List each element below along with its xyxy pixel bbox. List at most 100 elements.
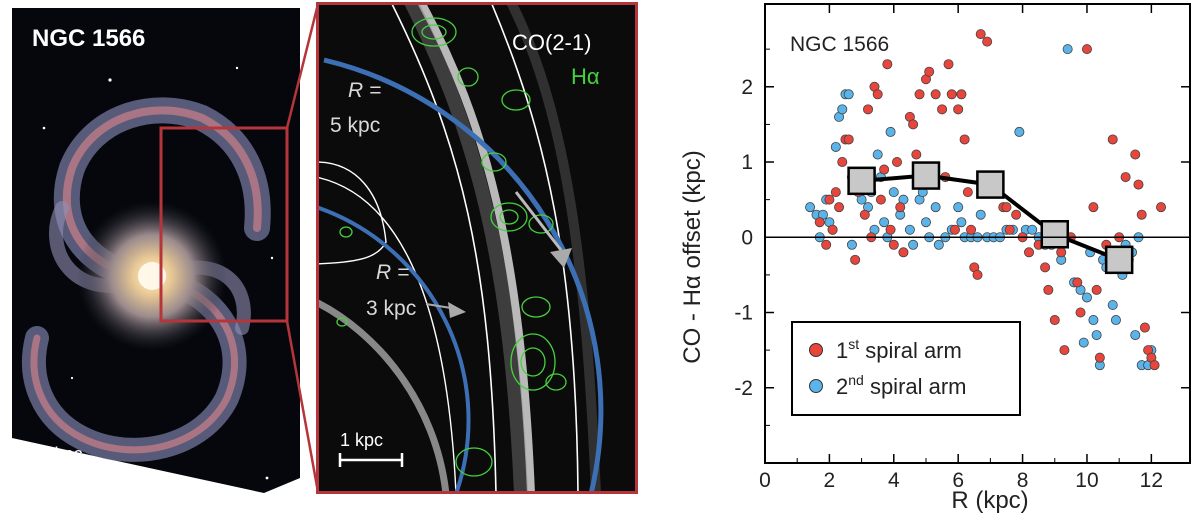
point-second-arm bbox=[933, 239, 944, 250]
point-first-arm bbox=[875, 194, 886, 205]
point-second-arm bbox=[1091, 330, 1102, 341]
point-first-arm bbox=[830, 187, 841, 198]
point-first-arm bbox=[824, 194, 835, 205]
x-axis-label: R (kpc) bbox=[951, 487, 1028, 514]
point-first-arm bbox=[872, 89, 883, 100]
point-first-arm bbox=[859, 209, 870, 220]
point-first-arm bbox=[1043, 284, 1054, 295]
x-tick-label: 2 bbox=[824, 469, 836, 492]
zoom-panel: CO(2-1) Hα R = 5 kpc R = 3 kpc 1 kpc bbox=[316, 2, 638, 494]
legend-marker-second-arm bbox=[809, 379, 823, 393]
point-first-arm bbox=[1004, 224, 1015, 235]
point-second-arm bbox=[1081, 292, 1092, 303]
point-second-arm bbox=[930, 202, 941, 213]
point-first-arm bbox=[834, 202, 845, 213]
point-first-arm bbox=[892, 157, 903, 168]
point-second-arm bbox=[1130, 330, 1141, 341]
mean-marker bbox=[1040, 220, 1070, 249]
point-second-arm bbox=[1027, 224, 1038, 235]
point-first-arm bbox=[1024, 247, 1035, 258]
point-first-arm bbox=[1072, 277, 1083, 288]
mean-marker bbox=[1104, 245, 1134, 275]
ring-5kpc-value: 5 kpc bbox=[330, 114, 380, 137]
point-first-arm bbox=[1088, 202, 1099, 213]
point-second-arm bbox=[872, 149, 883, 160]
point-first-arm bbox=[821, 239, 832, 250]
point-first-arm bbox=[1149, 360, 1160, 371]
point-second-arm bbox=[1088, 315, 1099, 326]
ring-5kpc-r-label: R = bbox=[348, 79, 381, 102]
point-first-arm bbox=[1139, 322, 1150, 333]
point-second-arm bbox=[1078, 337, 1089, 348]
point-first-arm bbox=[1056, 247, 1067, 258]
halpha-contours bbox=[336, 17, 567, 477]
chart-panel: 0 2 4 6 8 10 12 -2 -1 0 1 2 NGC 1566 R (kpc) CO - H… bbox=[660, 0, 1200, 525]
point-second-arm bbox=[908, 239, 919, 250]
point-first-arm bbox=[1075, 307, 1086, 318]
point-first-arm bbox=[914, 89, 925, 100]
point-second-arm bbox=[837, 104, 848, 115]
legend-box bbox=[791, 321, 1021, 416]
point-first-arm bbox=[879, 164, 890, 175]
point-first-arm bbox=[843, 134, 854, 145]
point-first-arm bbox=[1107, 134, 1118, 145]
point-second-arm bbox=[975, 209, 986, 220]
point-first-arm bbox=[972, 269, 983, 280]
point-first-arm bbox=[943, 59, 954, 70]
point-first-arm bbox=[837, 157, 848, 168]
point-first-arm bbox=[827, 224, 838, 235]
y-tick-label: 2 bbox=[741, 76, 753, 99]
point-second-arm bbox=[843, 89, 854, 100]
galaxy-image-panel: NGC 1566 3 kpc bbox=[12, 8, 300, 493]
galaxy-scale-label: 3 kpc bbox=[39, 444, 82, 464]
point-first-arm bbox=[885, 224, 896, 235]
halpha-label: Hα bbox=[571, 64, 600, 89]
co-halpha-map: CO(2-1) Hα R = 5 kpc R = 3 kpc 1 kpc bbox=[316, 2, 638, 494]
legend: 1st spiral arm 2nd spiral arm bbox=[791, 321, 1021, 416]
point-first-arm bbox=[962, 187, 973, 198]
x-tick-label: 4 bbox=[888, 469, 900, 492]
legend-label-first-arm: 1st spiral arm bbox=[836, 336, 962, 363]
point-first-arm bbox=[956, 89, 967, 100]
zoom-region-box bbox=[159, 126, 289, 323]
point-first-arm bbox=[966, 224, 977, 235]
point-first-arm bbox=[949, 224, 960, 235]
y-tick-label: 0 bbox=[741, 226, 753, 249]
point-first-arm bbox=[1011, 209, 1022, 220]
point-first-arm bbox=[1133, 179, 1144, 190]
point-first-arm bbox=[888, 239, 899, 250]
point-first-arm bbox=[1130, 149, 1141, 160]
point-first-arm bbox=[1001, 202, 1012, 213]
ring-5kpc bbox=[323, 57, 604, 491]
point-first-arm bbox=[924, 66, 935, 77]
point-first-arm bbox=[1156, 202, 1167, 213]
legend-label-second-arm: 2nd spiral arm bbox=[836, 372, 967, 399]
y-tick-label: -2 bbox=[734, 377, 753, 400]
arm-direction-arrow bbox=[550, 248, 572, 268]
point-second-arm bbox=[1014, 126, 1025, 137]
point-first-arm bbox=[930, 89, 941, 100]
point-first-arm bbox=[937, 104, 948, 115]
point-second-arm bbox=[805, 202, 816, 213]
galaxy-title: NGC 1566 bbox=[32, 25, 145, 52]
mean-marker bbox=[976, 170, 1005, 199]
point-first-arm bbox=[975, 29, 986, 40]
point-first-arm bbox=[1094, 352, 1105, 363]
ring-3kpc bbox=[319, 205, 471, 491]
point-second-arm bbox=[846, 239, 857, 250]
point-first-arm bbox=[911, 149, 922, 160]
point-first-arm bbox=[863, 104, 874, 115]
x-tick-label: 6 bbox=[952, 469, 964, 492]
point-second-arm bbox=[1110, 315, 1121, 326]
point-second-arm bbox=[953, 202, 964, 213]
point-first-arm bbox=[1049, 315, 1060, 326]
point-second-arm bbox=[920, 217, 931, 228]
point-first-arm bbox=[1081, 44, 1092, 55]
point-second-arm bbox=[879, 217, 890, 228]
point-second-arm bbox=[904, 224, 915, 235]
point-second-arm bbox=[956, 217, 967, 228]
zoom-scale-label: 1 kpc bbox=[340, 430, 383, 450]
y-tick-label: -1 bbox=[734, 302, 753, 325]
